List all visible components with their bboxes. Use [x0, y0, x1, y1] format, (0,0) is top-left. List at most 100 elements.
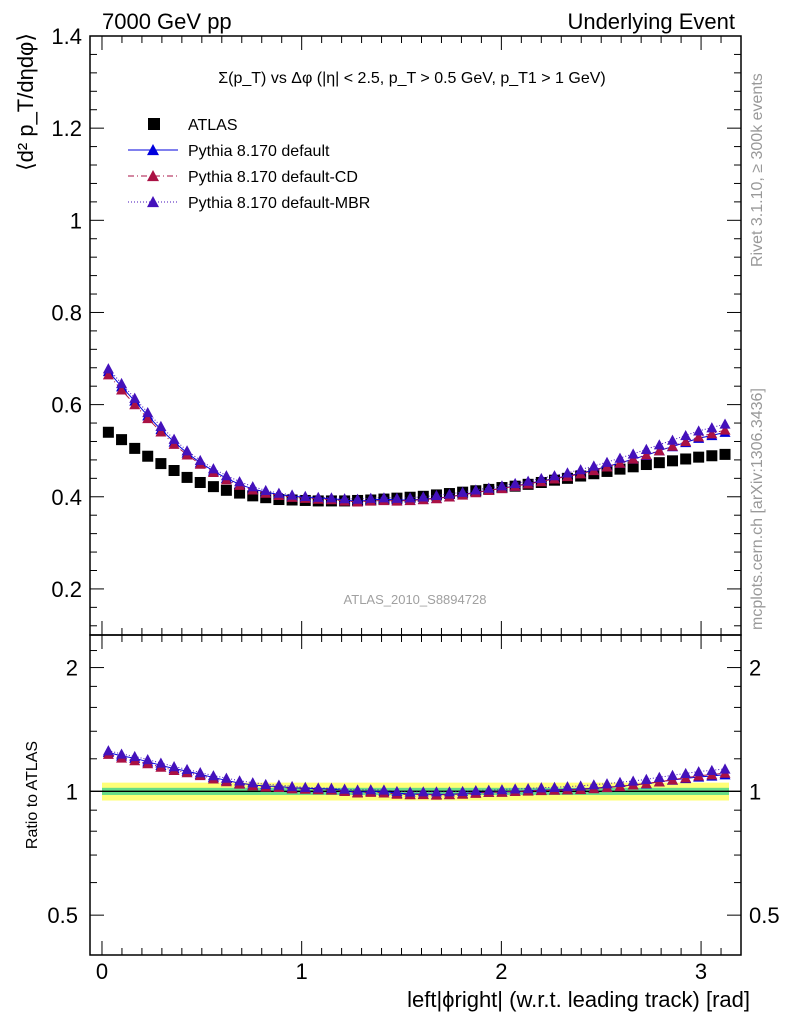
data-point	[207, 481, 219, 493]
data-point	[680, 453, 692, 465]
ratio-point	[522, 783, 534, 794]
legend-label: Pythia 8.170 default-MBR	[188, 195, 370, 212]
data-point	[653, 457, 665, 469]
data-point	[430, 489, 442, 501]
data-point	[129, 392, 141, 403]
data-point	[339, 493, 351, 504]
ratio-point	[653, 771, 665, 782]
data-point	[706, 422, 718, 433]
data-point	[588, 460, 600, 471]
ratio-point	[129, 750, 141, 762]
data-point	[627, 461, 639, 473]
legend-item-mbr: Pythia 8.170 default-MBR	[128, 195, 370, 212]
data-point	[116, 384, 128, 395]
data-point	[155, 458, 167, 470]
ratio-point	[417, 786, 429, 797]
ratio-point	[693, 766, 705, 777]
data-point	[325, 492, 337, 503]
data-point	[102, 369, 114, 380]
data-point	[142, 450, 154, 462]
ratio-point	[627, 775, 639, 786]
ratio-point	[299, 781, 311, 792]
data-point	[220, 470, 232, 481]
data-point	[535, 472, 547, 484]
data-point	[601, 456, 613, 467]
main-ytick-label: 0.6	[51, 393, 82, 418]
data-point	[680, 435, 692, 447]
data-point	[207, 463, 219, 474]
data-point	[286, 489, 298, 500]
legend-item-atlas: ATLAS	[148, 117, 238, 134]
xtick-label: 2	[495, 959, 507, 984]
data-point	[234, 476, 246, 487]
data-point	[706, 428, 718, 439]
ratio-point	[640, 773, 652, 784]
data-point	[496, 480, 508, 491]
data-point	[614, 463, 626, 475]
data-point	[102, 363, 114, 374]
data-point	[352, 493, 364, 504]
ratio-point	[207, 770, 219, 781]
main-ytick-label: 1.2	[51, 116, 82, 141]
main-ytick-label: 0.4	[51, 485, 82, 510]
data-point	[129, 399, 141, 410]
data-point	[168, 433, 180, 444]
ratio-uncertainty-band	[90, 782, 741, 801]
data-point	[168, 465, 180, 477]
ratio-point	[234, 775, 246, 786]
legend-marker	[147, 196, 159, 208]
data-point	[575, 464, 587, 475]
data-point	[181, 471, 193, 483]
ratio-point	[378, 784, 390, 795]
legend-label: Pythia 8.170 default	[188, 143, 330, 160]
data-point	[667, 455, 679, 467]
header-right: Underlying Event	[567, 9, 735, 34]
ratio-point	[181, 763, 193, 775]
ratio-point	[352, 784, 364, 795]
data-point	[667, 434, 679, 445]
data-point	[116, 434, 128, 446]
data-point	[142, 412, 154, 424]
data-point	[693, 425, 705, 436]
ratio-point	[561, 781, 573, 792]
ratio-point	[470, 784, 482, 796]
data-point	[102, 426, 114, 438]
series-mbr	[102, 363, 731, 504]
ratio-point	[457, 785, 469, 797]
ratio-point	[286, 780, 298, 792]
ratio-point	[391, 785, 403, 797]
ratio-point	[142, 754, 154, 765]
data-point	[470, 484, 482, 495]
ratio-ytick-label: 1	[66, 779, 78, 804]
x-axis-label: left|ϕright| (w.r.t. leading track) [rad…	[407, 987, 750, 1012]
ratio-point	[102, 745, 114, 756]
data-point	[719, 424, 731, 435]
legend-marker	[148, 118, 160, 130]
y-axis-label: ⟨d² p_T/dηdφ⟩	[13, 33, 38, 171]
ratio-point	[430, 786, 442, 797]
ratio-point	[614, 776, 626, 787]
data-point	[312, 491, 324, 502]
data-point	[181, 445, 193, 456]
series-line	[107, 368, 726, 500]
ratio-point	[496, 784, 508, 795]
ratio-point	[168, 761, 180, 772]
data-point	[378, 492, 390, 503]
data-point	[693, 451, 705, 463]
data-point	[299, 490, 311, 501]
ratio-point	[339, 783, 351, 794]
legend-marker	[147, 144, 159, 156]
data-point	[260, 484, 272, 495]
legend-label: Pythia 8.170 default-CD	[188, 169, 358, 186]
data-point	[247, 481, 259, 492]
ratio-point	[365, 784, 377, 795]
ratio-ytick-label-right: 1	[749, 779, 761, 804]
data-point	[404, 492, 416, 503]
ratio-point	[667, 769, 679, 780]
data-point	[548, 470, 560, 481]
axis-ticks	[90, 35, 741, 955]
ratio-point	[601, 778, 613, 789]
data-point	[522, 475, 534, 486]
ratio-point	[575, 780, 587, 791]
data-point	[614, 452, 626, 463]
